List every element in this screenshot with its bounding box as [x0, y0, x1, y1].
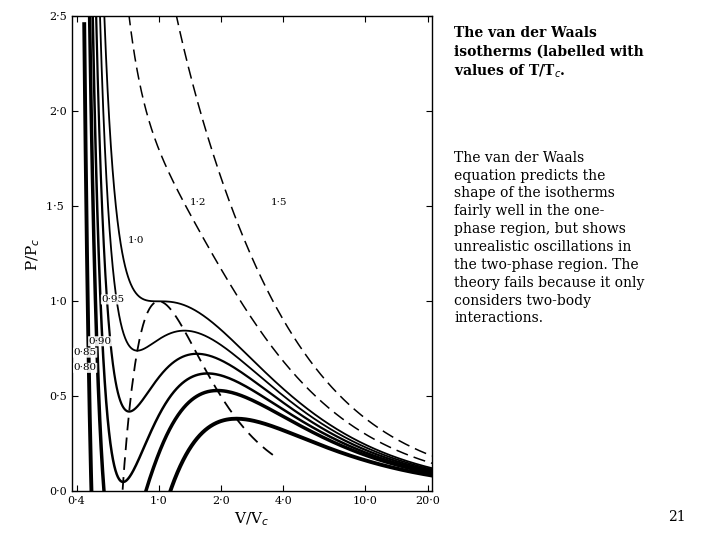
Text: 1·2: 1·2 — [190, 198, 207, 207]
X-axis label: V/V$_c$: V/V$_c$ — [235, 510, 269, 528]
Text: 0·85: 0·85 — [73, 348, 96, 357]
Text: The van der Waals
equation predicts the
shape of the isotherms
fairly well in th: The van der Waals equation predicts the … — [454, 151, 645, 326]
Text: 0·90: 0·90 — [89, 337, 112, 346]
Text: 1·5: 1·5 — [270, 198, 287, 207]
Text: 0·80: 0·80 — [73, 363, 96, 373]
Text: 21: 21 — [669, 510, 686, 524]
Y-axis label: P/P$_c$: P/P$_c$ — [24, 237, 42, 271]
Text: The van der Waals
isotherms (labelled with
values of T/T$_c$.: The van der Waals isotherms (labelled wi… — [454, 26, 644, 98]
Text: 1·0: 1·0 — [128, 236, 145, 245]
Text: 0·95: 0·95 — [102, 295, 125, 304]
